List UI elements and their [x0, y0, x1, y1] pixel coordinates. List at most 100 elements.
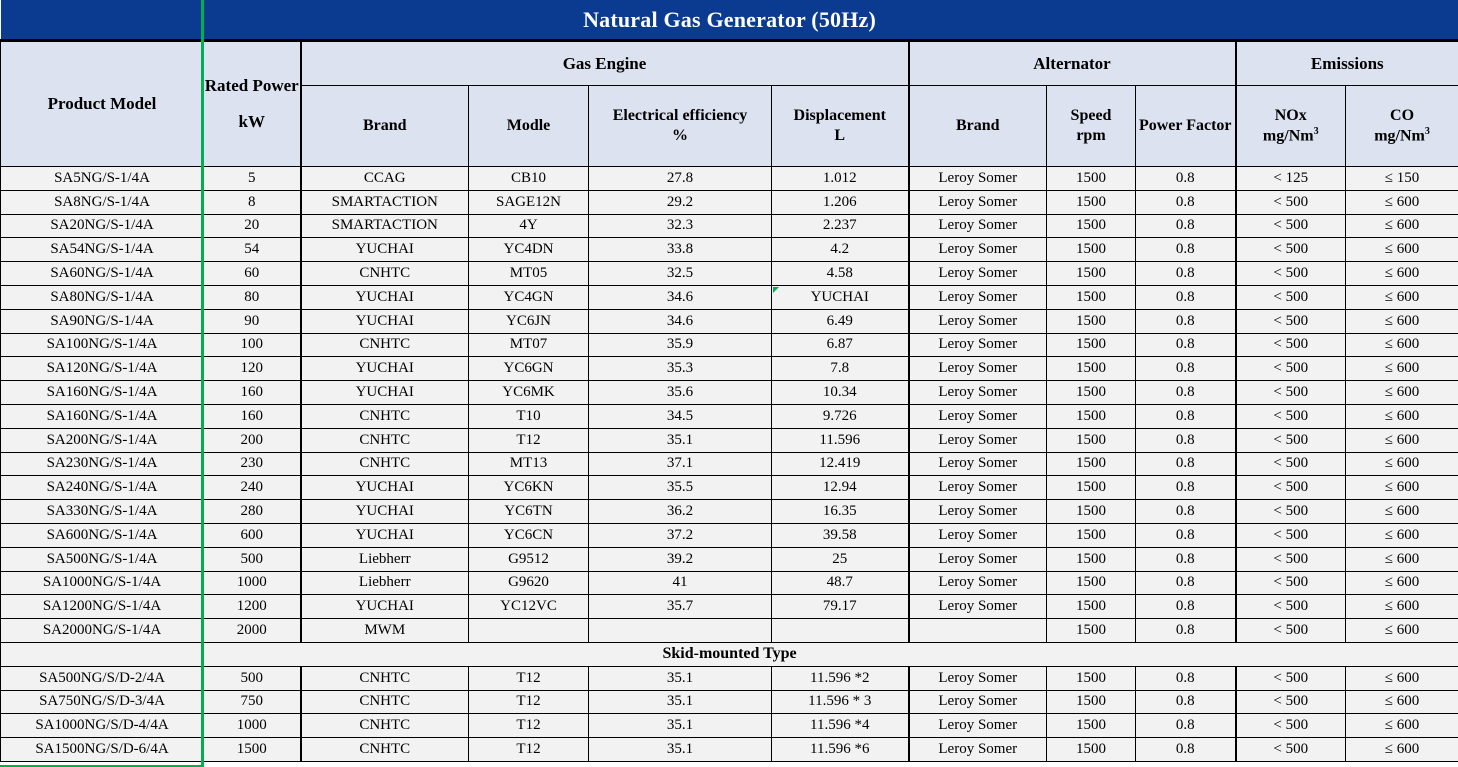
cell-electrical-efficiency: 35.5 [588, 475, 772, 501]
cell-rated-power: 2000 [203, 618, 301, 643]
cell-nox: < 500 [1234, 237, 1346, 263]
cell-co: ≤ 600 [1344, 737, 1458, 762]
cell-alternator-brand: Leroy Somer [907, 570, 1047, 596]
cell-co: ≤ 600 [1344, 689, 1458, 715]
cell-rated-power: 160 [203, 403, 301, 429]
cell-rated-power: 230 [203, 451, 301, 477]
cell-engine-model: T12 [468, 689, 589, 715]
cell-rated-power: 500 [203, 546, 301, 572]
cell-electrical-efficiency: 41 [588, 570, 772, 596]
table-row: SA160NG/S-1/4A 160 YUCHAI YC6MK 35.6 10.34 Ler… [0, 380, 1458, 405]
cell-alternator-brand: Leroy Somer [907, 166, 1047, 191]
cell-co: ≤ 600 [1344, 237, 1458, 263]
cell-rated-power: 1500 [203, 737, 301, 762]
cell-displacement: 4.2 [771, 237, 909, 263]
cell-engine-model: YC6KN [468, 475, 589, 501]
cell-displacement: 11.596 *4 [771, 713, 909, 739]
cell-rated-power: 80 [203, 284, 301, 310]
cell-engine-model: YC4DN [468, 237, 589, 263]
table-body: SA5NG/S-1/4A 5 CCAG CB10 27.8 1.012 Leroy Some… [0, 166, 1458, 762]
cell-power-factor: 0.8 [1135, 403, 1236, 429]
cell-engine-model: SAGE12N [468, 189, 589, 215]
column-header-power-factor: Power Factor [1135, 85, 1236, 167]
cell-rated-power: 120 [203, 356, 301, 382]
cell-engine-brand: YUCHAI [299, 284, 469, 310]
cell-product-model: SA100NG/S-1/4A [0, 332, 204, 358]
cell-power-factor: 0.8 [1135, 570, 1236, 596]
cell-engine-brand: CNHTC [299, 713, 469, 739]
cell-power-factor: 0.8 [1135, 665, 1236, 691]
cell-engine-brand: YUCHAI [299, 594, 469, 620]
table-row: SA160NG/S-1/4A 160 CNHTC T10 34.5 9.726 Leroy … [0, 403, 1458, 429]
cell-speed: 1500 [1046, 689, 1136, 715]
cell-alternator-brand: Leroy Somer [907, 356, 1047, 382]
cell-power-factor: 0.8 [1135, 213, 1236, 239]
cell-product-model: SA200NG/S-1/4A [0, 427, 204, 453]
cell-power-factor: 0.8 [1135, 451, 1236, 477]
cell-product-model: SA2000NG/S-1/4A [0, 618, 204, 643]
cell-product-model: SA750NG/S/D-3/4A [0, 689, 204, 715]
cell-co: ≤ 600 [1344, 189, 1458, 215]
cell-alternator-brand: Leroy Somer [907, 451, 1047, 477]
cell-product-model: SA1200NG/S-1/4A [0, 594, 204, 620]
cell-displacement: 11.596 * 3 [771, 689, 909, 715]
cell-engine-brand: CNHTC [299, 737, 469, 762]
cell-product-model: SA600NG/S-1/4A [0, 522, 204, 548]
cell-speed: 1500 [1046, 475, 1136, 501]
cell-product-model: SA330NG/S-1/4A [0, 499, 204, 524]
cell-speed: 1500 [1046, 237, 1136, 263]
cell-power-factor: 0.8 [1135, 594, 1236, 620]
table-row: SA120NG/S-1/4A 120 YUCHAI YC6GN 35.3 7.8 Leroy… [0, 356, 1458, 382]
cell-speed: 1500 [1046, 618, 1136, 643]
cell-electrical-efficiency: 37.1 [588, 451, 772, 477]
cell-co: ≤ 600 [1344, 213, 1458, 239]
group-header-row: Product Model Rated Power kW Gas Engine … [0, 40, 1458, 167]
cell-speed: 1500 [1046, 522, 1136, 548]
cell-displacement: YUCHAI [771, 284, 909, 310]
cell-rated-power: 280 [203, 499, 301, 524]
speed-label: Speed [1070, 107, 1112, 124]
cell-power-factor: 0.8 [1135, 261, 1236, 286]
cell-speed: 1500 [1046, 499, 1136, 524]
cell-speed: 1500 [1046, 284, 1136, 310]
cell-alternator-brand: Leroy Somer [907, 213, 1047, 239]
co-unit: mg/Nm3 [1374, 125, 1430, 145]
cell-rated-power: 1000 [203, 570, 301, 596]
speed-unit: rpm [1076, 127, 1106, 144]
cell-rated-power: 90 [203, 308, 301, 334]
cell-electrical-efficiency: 35.1 [588, 713, 772, 739]
cell-nox: < 500 [1234, 451, 1346, 477]
cell-co: ≤ 600 [1344, 665, 1458, 691]
cell-engine-brand: CCAG [299, 166, 469, 191]
cell-co: ≤ 600 [1344, 522, 1458, 548]
cell-rated-power: 20 [203, 213, 301, 239]
cell-alternator-brand: Leroy Somer [907, 665, 1047, 691]
cell-engine-brand: CNHTC [299, 403, 469, 429]
cell-nox: < 500 [1234, 308, 1346, 334]
cell-power-factor: 0.8 [1135, 499, 1236, 524]
cell-engine-model: G9512 [468, 546, 589, 572]
cell-displacement: 11.596 *2 [771, 665, 909, 691]
cell-engine-brand: CNHTC [299, 427, 469, 453]
cell-rated-power: 600 [203, 522, 301, 548]
cell-power-factor: 0.8 [1135, 427, 1236, 453]
column-header-alternator-brand: Brand [907, 85, 1047, 167]
cell-speed: 1500 [1046, 403, 1136, 429]
cell-speed: 1500 [1046, 166, 1136, 191]
cell-co: ≤ 600 [1344, 403, 1458, 429]
cell-nox: < 500 [1234, 499, 1346, 524]
table-row: SA1200NG/S-1/4A 1200 YUCHAI YC12VC 35.7 79.17… [0, 594, 1458, 620]
cell-product-model: SA1500NG/S/D-6/4A [0, 737, 204, 762]
cell-nox: < 500 [1234, 284, 1346, 310]
cell-power-factor: 0.8 [1135, 689, 1236, 715]
cell-engine-model: MT05 [468, 261, 589, 286]
cell-electrical-efficiency: 34.6 [588, 284, 772, 310]
cell-nox: < 500 [1234, 427, 1346, 453]
cell-rated-power: 160 [203, 380, 301, 405]
cell-electrical-efficiency: 35.6 [588, 380, 772, 405]
cell-alternator-brand: Leroy Somer [907, 189, 1047, 215]
cell-speed: 1500 [1046, 713, 1136, 739]
cell-nox: < 500 [1234, 737, 1346, 762]
cell-displacement [771, 618, 909, 643]
